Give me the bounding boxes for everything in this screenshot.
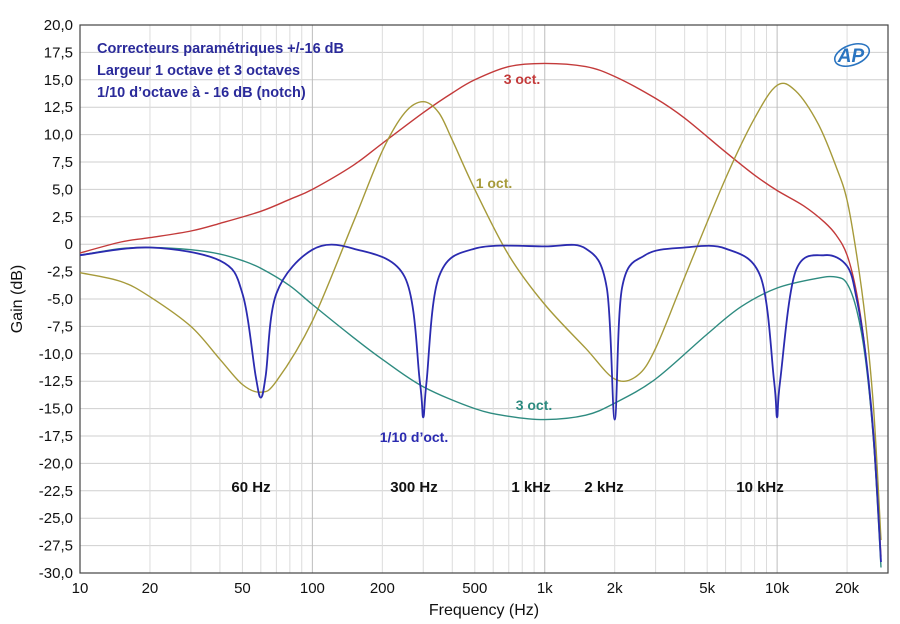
y-tick-label: 5,0	[52, 181, 73, 198]
y-tick-label: 10,0	[44, 127, 73, 144]
series-3oct-red	[79, 62, 882, 557]
y-tick-label: 17,5	[44, 44, 73, 61]
x-tick-label: 20k	[835, 580, 860, 597]
series-tenth-octave	[79, 243, 882, 563]
series-label-1oct: 1 oct.	[476, 175, 513, 191]
series-label-3oct-red: 3 oct.	[504, 71, 541, 87]
y-tick-label: -15,0	[39, 401, 73, 418]
x-axis-title: Frequency (Hz)	[429, 602, 539, 619]
freq-label-10khz: 10 kHz	[736, 479, 784, 496]
y-tick-label: -7,5	[47, 318, 73, 335]
y-tick-label: 7,5	[52, 154, 73, 171]
freq-label-2khz: 2 kHz	[584, 479, 623, 496]
series-label-3oct-teal: 3 oct.	[516, 397, 553, 413]
y-tick-label: -10,0	[39, 346, 73, 363]
y-tick-label: -12,5	[39, 373, 73, 390]
x-tick-label: 500	[462, 580, 487, 597]
y-tick-label: -17,5	[39, 428, 73, 445]
y-tick-label: -22,5	[39, 483, 73, 500]
annotation-line-3: 1/10 d’octave à - 16 dB (notch)	[97, 85, 306, 101]
freq-label-1khz: 1 kHz	[511, 479, 550, 496]
y-tick-label: -5,0	[47, 291, 73, 308]
x-tick-label: 10k	[765, 580, 790, 597]
grid	[79, 24, 889, 574]
x-tick-label: 100	[300, 580, 325, 597]
y-tick-labels: 20,0 17,5 15,0 12,5 10,0 7,5 5,0 2,5 0 -2,5 -5,0 -7…	[39, 17, 73, 582]
y-tick-label: 12,5	[44, 99, 73, 116]
series-3oct-teal	[79, 246, 882, 568]
y-tick-label: -20,0	[39, 455, 73, 472]
annotation-line-2: Largeur 1 octave et 3 octaves	[97, 63, 300, 79]
ap-logo: AP	[833, 42, 871, 68]
x-tick-label: 50	[234, 580, 251, 597]
y-tick-label: 20,0	[44, 17, 73, 34]
x-tick-label: 2k	[607, 580, 623, 597]
y-axis-title: Gain (dB)	[9, 265, 26, 333]
y-tick-label: -25,0	[39, 510, 73, 527]
y-tick-label: 0	[65, 236, 73, 253]
y-tick-label: -2,5	[47, 264, 73, 281]
x-tick-label: 200	[370, 580, 395, 597]
freq-label-60hz: 60 Hz	[231, 479, 270, 496]
svg-text:AP: AP	[837, 46, 865, 67]
y-tick-label: 15,0	[44, 72, 73, 89]
annotation-line-1: Correcteurs paramétriques +/-16 dB	[97, 41, 344, 57]
x-tick-label: 20	[142, 580, 159, 597]
plot-border	[79, 24, 889, 574]
x-tick-label: 5k	[699, 580, 715, 597]
series-label-tenth-octave: 1/10 d’oct.	[380, 429, 448, 445]
series-lines	[79, 62, 882, 568]
x-tick-labels: 10 20 50 100 200 500 1k 2k 5k 10k 20k	[72, 580, 860, 597]
x-tick-label: 10	[72, 580, 89, 597]
y-tick-label: -27,5	[39, 538, 73, 555]
freq-label-300hz: 300 Hz	[390, 479, 438, 496]
y-tick-label: -30,0	[39, 565, 73, 582]
y-tick-label: 2,5	[52, 209, 73, 226]
x-tick-label: 1k	[537, 580, 553, 597]
